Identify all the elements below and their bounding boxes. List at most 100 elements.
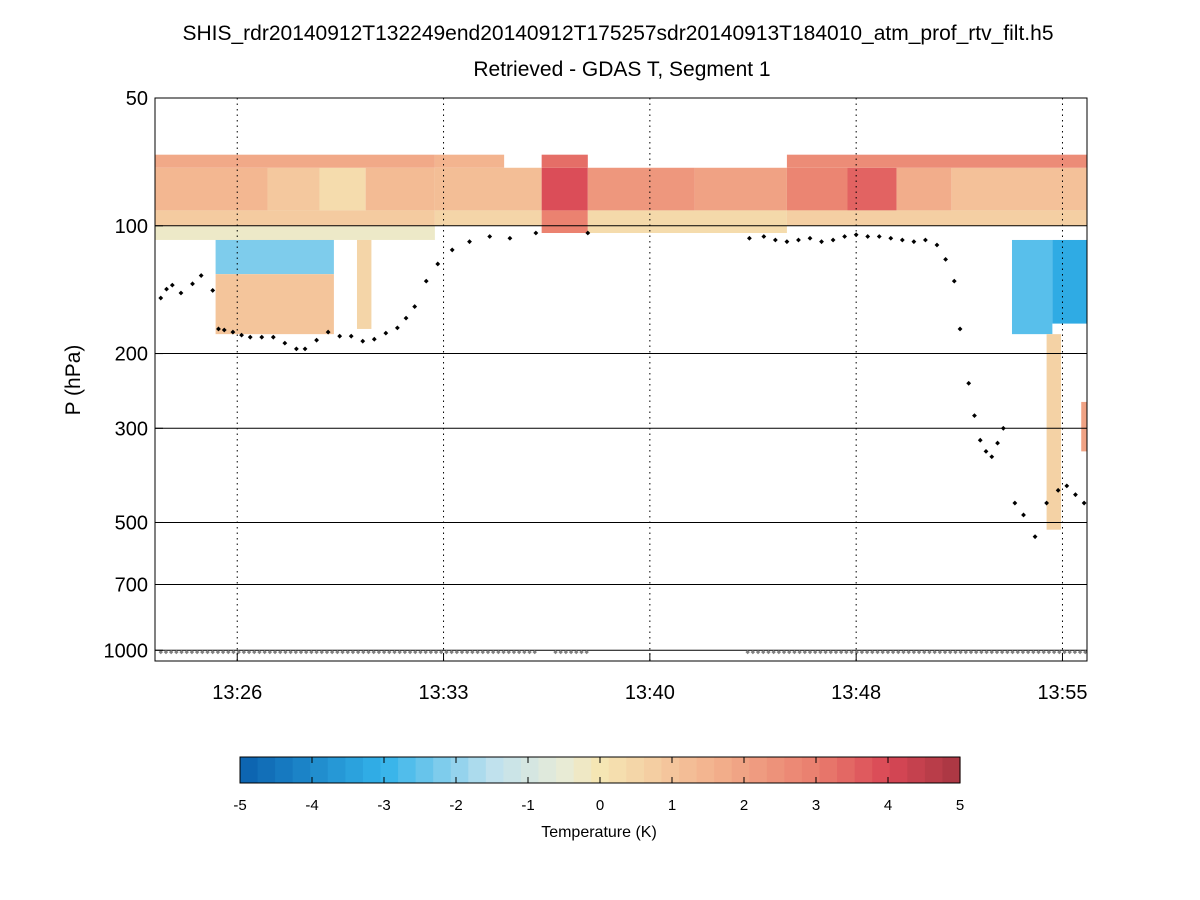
cloud-top-marker [585, 230, 591, 236]
surface-marker [906, 649, 911, 655]
cloud-top-marker [796, 237, 801, 243]
surface-marker [870, 649, 875, 655]
cloud-top-marker [819, 239, 824, 245]
surface-marker [158, 649, 163, 655]
surface-marker [984, 649, 989, 655]
x-axis: 13:26 13:33 13:40 13:48 13:55 [212, 653, 1088, 704]
surface-marker [755, 649, 761, 655]
cloud-top-marker [325, 329, 331, 335]
chart-subtitle: Retrieved - GDAS T, Segment 1 [473, 58, 770, 81]
cloud-top-marker [784, 239, 790, 245]
cloud-top-marker [169, 282, 175, 288]
surface-marker [1036, 649, 1041, 655]
heat-cell [155, 210, 435, 226]
cloud-top-marker [1055, 487, 1061, 493]
colorbar-swatch [415, 757, 434, 783]
surface-marker [355, 649, 361, 655]
colorbar-swatch [573, 757, 592, 783]
surface-marker [994, 649, 1000, 655]
surface-marker [465, 649, 470, 655]
surface-marker [1031, 649, 1036, 655]
heat-cell [896, 167, 952, 211]
difference-field [155, 154, 1087, 530]
x-tick-label: 13:26 [212, 682, 262, 704]
colorbar-ticks: -5 -4 -3 -2 -1 0 1 2 3 4 5 [233, 757, 964, 814]
surface-marker [1041, 649, 1046, 655]
heat-cell [786, 167, 848, 211]
surface-marker [1025, 649, 1031, 655]
surface-marker [823, 649, 828, 655]
heat-cell [155, 154, 435, 168]
colorbar-swatch [801, 757, 821, 783]
plot-area: 13:26 13:33 13:40 13:48 13:55 50 100 200 300 500… [62, 88, 1088, 704]
colorbar-swatch [872, 757, 891, 783]
heat-cell [155, 167, 268, 211]
colorbar-swatch [556, 757, 575, 783]
surface-marker [459, 649, 465, 655]
surface-marker [194, 649, 200, 655]
surface-marker [953, 649, 958, 655]
surface-marker [553, 649, 558, 655]
surface-marker [501, 649, 506, 655]
surface-marker [444, 649, 449, 655]
surface-marker [272, 649, 278, 655]
cloud-top-marker [371, 336, 377, 342]
surface-marker [475, 649, 480, 655]
cloud-top-marker [957, 326, 963, 332]
colorbar-swatch [520, 757, 540, 783]
surface-marker [257, 649, 262, 655]
colorbar-tick-label: 1 [668, 797, 676, 814]
colorbar-swatch [485, 757, 505, 783]
colorbar-swatch [310, 757, 329, 783]
surface-marker [298, 649, 304, 655]
cloud-top-marker [1073, 492, 1078, 498]
surface-marker [797, 649, 802, 655]
surface-marker [1057, 649, 1062, 655]
colorbar-swatch [749, 757, 768, 783]
heat-cell [694, 167, 787, 211]
colorbar-swatch [924, 757, 944, 783]
heat-cell [541, 210, 588, 234]
colorbar-swatch [433, 757, 452, 783]
cloud-top-marker [1021, 512, 1026, 518]
surface-marker [833, 649, 839, 655]
surface-marker [844, 649, 849, 655]
surface-marker [470, 649, 475, 655]
colorbar: -5 -4 -3 -2 -1 0 1 2 3 4 5 Temperature (K) [233, 756, 964, 841]
cloud-top-marker [972, 413, 977, 418]
colorbar-tick-label: -3 [377, 797, 390, 814]
plot-frame [154, 97, 1088, 662]
surface-marker [366, 649, 371, 655]
cloud-top-marker [435, 261, 441, 267]
cloud-top-marker [830, 237, 836, 243]
surface-marker [174, 649, 179, 655]
cloud-top-marker [865, 234, 871, 239]
cloud-top-marker [888, 235, 894, 241]
cloud-top-marker [270, 334, 276, 340]
cloud-top-marker [989, 454, 995, 460]
cloud-top-marker [158, 295, 164, 301]
surface-marker [579, 649, 584, 655]
surface-marker [781, 649, 787, 655]
cloud-top-marker [995, 440, 1000, 446]
x-tick-label: 13:40 [625, 682, 675, 704]
cloud-top-marker [772, 237, 778, 243]
surface-marker [932, 649, 937, 655]
surface-marker [973, 649, 979, 655]
surface-marker [293, 649, 299, 655]
surface-marker [309, 649, 314, 655]
heat-cell [1011, 239, 1053, 335]
surface-marker [168, 649, 174, 655]
heat-cell [541, 167, 588, 211]
surface-marker [267, 649, 273, 655]
surface-marker [314, 649, 319, 655]
surface-marker [1083, 649, 1088, 655]
surface-marker [1077, 649, 1083, 655]
surface-marker [189, 649, 195, 655]
colorbar-tick-label: 3 [812, 797, 820, 814]
colorbar-swatch [275, 757, 294, 783]
heat-cell [587, 225, 787, 234]
surface-marker [303, 649, 309, 655]
surface-marker [1020, 649, 1026, 655]
x-tick-label: 13:33 [419, 682, 469, 704]
